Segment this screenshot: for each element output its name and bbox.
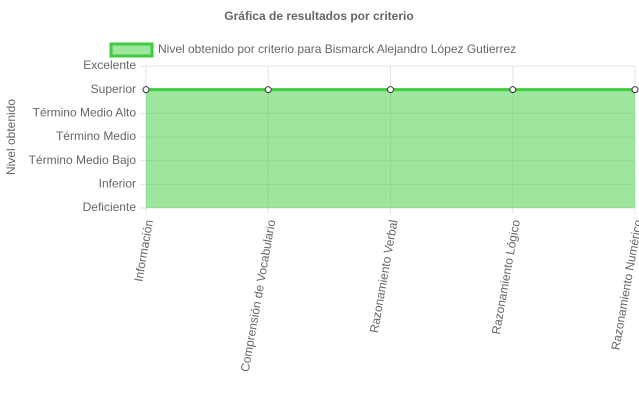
area: [146, 89, 635, 208]
point: [142, 86, 150, 94]
y-tick-label: Término Medio Bajo: [29, 153, 137, 167]
x-tick-label: Razonamiento Verbal: [367, 219, 401, 334]
x-tick-label: Información: [131, 219, 156, 283]
x-tick-label: Razonamiento Lógico: [489, 218, 523, 335]
y-tick-label: Término Medio Alto: [33, 106, 137, 120]
y-tick-label: Excelente: [83, 58, 136, 72]
point: [509, 86, 517, 94]
y-axis-title: Nivel obtenido: [4, 99, 18, 175]
x-tick-label: Comprensión de Vocabulario: [238, 218, 279, 373]
legend-swatch: [109, 42, 154, 58]
y-tick-label: Superior: [91, 82, 136, 96]
point: [264, 86, 272, 94]
y-tick-label: Inferior: [99, 177, 136, 191]
chart-title: Gráfica de resultados por criterio: [224, 9, 413, 23]
point: [631, 86, 639, 94]
y-tick-label: Deficiente: [83, 200, 137, 214]
y-tick-label: Término Medio: [56, 129, 136, 143]
legend-label: Nivel obtenido por criterio para Bismarc…: [158, 42, 516, 56]
x-tick-label: Razonamiento Numérico: [608, 218, 639, 351]
point: [387, 86, 394, 94]
